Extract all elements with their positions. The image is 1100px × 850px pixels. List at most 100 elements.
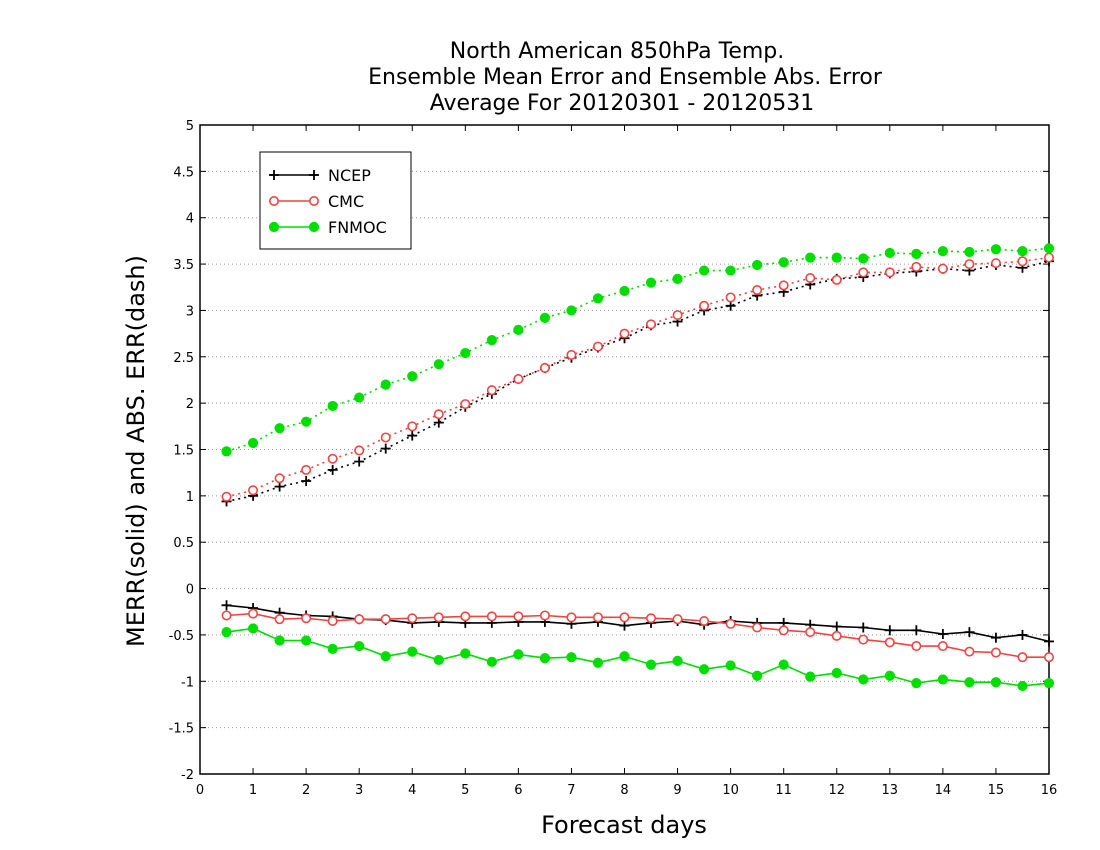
legend-marker-left [269,170,279,180]
data-point-merr [248,608,259,619]
data-point-abserr [937,263,948,274]
y-tick-label: -1.5 [169,722,194,737]
data-point-merr [1017,652,1028,663]
x-tick-label: 3 [355,783,363,798]
y-tick-label: 0 [186,583,194,598]
legend-label: NCEP [328,166,371,185]
data-point-abserr [274,481,285,492]
x-tick-label: 4 [408,783,416,798]
data-point-abserr [619,285,630,297]
legend-entry-fnmoc: FNMOC [268,218,387,237]
title-line-1: North American 850hPa Temp. [450,39,785,64]
data-point-merr [592,657,604,668]
data-point-merr [1044,636,1054,647]
data-point-abserr [752,259,763,271]
data-point-merr [858,674,869,685]
y-tick-label: 4 [186,212,194,227]
data-point-merr [566,612,577,623]
x-tick-label: 6 [514,783,522,798]
data-point-merr [566,652,577,663]
data-point-merr [460,611,471,622]
data-point-merr [672,614,683,625]
data-point-merr [1017,629,1028,640]
data-point-merr [990,632,1001,643]
data-point-merr [884,670,895,681]
data-point-merr [672,655,683,666]
y-tick-label: 5 [186,119,194,134]
data-point-merr [247,623,259,634]
data-point-abserr [513,374,524,385]
data-point-abserr [354,392,365,403]
x-tick-label: 12 [828,783,845,798]
data-point-abserr [805,252,816,263]
data-point-abserr [248,485,259,496]
data-point-abserr [964,259,975,270]
data-point-abserr [327,464,338,475]
data-point-merr [301,635,312,646]
data-point-merr [301,613,312,624]
data-point-abserr [831,274,842,285]
y-axis-label: MERR(solid) and ABS. ERR(dash) [122,255,150,647]
data-point-abserr [221,491,232,502]
data-point-merr [1043,678,1055,689]
legend-marker-right [308,221,320,233]
legend-marker-right [308,196,319,207]
data-point-merr [725,618,736,629]
series-line-abserr-fnmoc [226,247,1050,453]
data-point-abserr [354,456,365,467]
data-point-merr [752,670,763,681]
data-point-abserr [566,349,577,360]
data-point-merr [884,637,895,648]
title-line-2: Ensemble Mean Error and Ensemble Abs. Er… [368,65,883,90]
data-point-merr [725,660,736,671]
data-point-abserr [407,371,418,382]
data-point-merr [327,616,338,627]
data-point-merr [884,625,895,636]
data-point-abserr [1017,256,1028,267]
data-point-merr [805,671,816,682]
grid-lines [200,170,1049,729]
data-point-abserr [884,267,895,278]
data-point-abserr [433,409,444,420]
data-point-abserr [964,246,975,258]
data-point-merr [513,611,524,622]
data-point-merr [407,613,418,624]
data-point-abserr [1044,252,1055,263]
data-point-merr [221,600,232,611]
data-point-merr [911,625,922,636]
y-tick-label: 4.5 [173,165,194,180]
data-point-abserr [911,261,922,272]
data-point-merr [805,627,816,638]
data-point-abserr [990,244,1002,255]
data-point-merr [380,614,391,625]
data-point-abserr [858,267,869,278]
data-point-merr [831,630,842,641]
data-point-abserr [619,328,630,339]
data-point-merr [911,641,922,652]
data-point-merr [460,648,471,659]
data-point-merr [990,647,1001,658]
data-point-abserr [831,252,842,263]
data-point-abserr [592,293,604,304]
data-point-abserr [672,273,683,285]
data-point-abserr [486,334,497,346]
data-point-abserr [301,464,312,475]
data-point-abserr [698,265,710,276]
data-point-merr [380,651,391,662]
series-line-merr-cmc [226,612,1049,659]
data-point-abserr [699,300,710,311]
data-point-merr [964,646,975,657]
data-point-merr [619,612,630,623]
legend-label: CMC [328,192,364,211]
data-point-merr [831,667,842,679]
data-point-abserr [486,385,497,396]
data-point-abserr [592,341,603,352]
axis-ticks: -2-1.5-1-0.500.511.522.533.544.550 1 2 3 4 5 6… [169,119,1058,798]
x-tick-label: 0 [196,783,204,798]
y-tick-label: 2 [186,397,194,412]
data-point-abserr [327,400,338,412]
data-point-abserr [725,292,736,303]
data-point-abserr [778,257,789,268]
data-point-merr [937,629,948,640]
